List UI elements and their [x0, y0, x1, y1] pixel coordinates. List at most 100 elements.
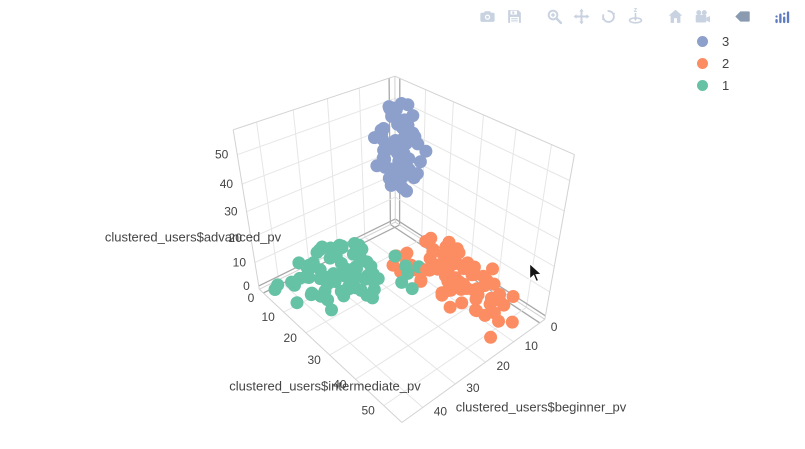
legend-item-3[interactable]: 3 — [697, 30, 729, 52]
scatter-point[interactable] — [478, 279, 491, 293]
scatter-point[interactable] — [506, 290, 520, 303]
scatter-point[interactable] — [398, 159, 412, 172]
legend-item-1[interactable]: 1 — [697, 74, 729, 96]
scatter-point[interactable] — [420, 263, 434, 277]
scatter-point[interactable] — [400, 246, 414, 260]
scatter-point[interactable] — [350, 246, 364, 260]
scatter-point[interactable] — [426, 245, 440, 259]
scatter-point[interactable] — [405, 282, 419, 296]
scatter-point[interactable] — [342, 282, 356, 296]
scatter-point[interactable] — [396, 181, 410, 195]
scatter-point[interactable] — [349, 260, 363, 274]
scatter-point[interactable] — [325, 303, 338, 317]
scatter-point[interactable] — [334, 256, 348, 270]
scatter-point[interactable] — [407, 171, 421, 185]
scatter-point[interactable] — [484, 330, 498, 344]
legend-marker-icon — [697, 35, 708, 47]
scatter-point[interactable] — [450, 242, 464, 256]
tick-label: 30 — [224, 205, 238, 219]
scatter-point[interactable] — [486, 262, 499, 276]
tick-label: 0 — [248, 291, 255, 305]
scatter-point[interactable] — [487, 277, 501, 291]
scatter-point[interactable] — [323, 251, 337, 265]
scatter-point[interactable] — [455, 296, 469, 310]
zoom-3d-button[interactable] — [545, 7, 563, 25]
snapshot-camera-button[interactable] — [478, 7, 496, 25]
scatter-point[interactable] — [487, 306, 501, 320]
scatter-point[interactable] — [390, 146, 404, 160]
scatter-point[interactable] — [413, 155, 427, 169]
scatter-point[interactable] — [505, 315, 519, 329]
reset-camera-last-save-button[interactable] — [693, 7, 711, 25]
scatter-point[interactable] — [414, 274, 428, 288]
scatter-point[interactable] — [347, 271, 360, 284]
scatter-point[interactable] — [395, 97, 408, 110]
scatter-point[interactable] — [328, 275, 342, 288]
plotly-logo-link[interactable] — [773, 7, 791, 25]
gridline — [232, 129, 260, 290]
hover-tag-icon — [734, 10, 750, 22]
scatter-point[interactable] — [452, 275, 466, 289]
toggle-hover-closest-button[interactable] — [733, 7, 751, 25]
tick-label: 20 — [497, 359, 511, 373]
scatter-point[interactable] — [290, 296, 304, 310]
scatter-point[interactable] — [497, 298, 511, 312]
orbit-rotation-button[interactable] — [599, 7, 617, 25]
tick-label: 30 — [466, 381, 480, 395]
tick-label: 40 — [434, 405, 448, 419]
reset-camera-home-button[interactable] — [666, 7, 684, 25]
legend-item-2[interactable]: 2 — [697, 52, 729, 74]
gridline — [525, 144, 552, 308]
turntable-icon: z — [628, 8, 642, 24]
tick-label: 30 — [307, 353, 321, 367]
scatter-point[interactable] — [424, 231, 438, 245]
scatter-point[interactable] — [484, 291, 498, 305]
legend-marker-icon — [697, 79, 708, 91]
scatter-point[interactable] — [444, 283, 458, 297]
scatter-point[interactable] — [302, 271, 316, 284]
scatter-point[interactable] — [400, 117, 414, 131]
legend-label: 3 — [722, 33, 730, 49]
scatter-point[interactable] — [383, 102, 397, 116]
turntable-rotation-button[interactable]: z — [626, 7, 644, 25]
scatter-point[interactable] — [395, 275, 409, 289]
tick-label: 20 — [284, 331, 298, 345]
scatter-point[interactable] — [378, 152, 392, 166]
scatter-point[interactable] — [467, 260, 481, 274]
scatter-point[interactable] — [310, 246, 324, 259]
scatter-point[interactable] — [268, 283, 282, 296]
movie-camera-icon — [695, 9, 710, 22]
scatter-point[interactable] — [443, 300, 457, 314]
gridline — [233, 75, 396, 131]
scatter-point[interactable] — [391, 117, 405, 131]
scatter-point[interactable] — [467, 283, 481, 297]
scatter-point[interactable] — [313, 263, 327, 277]
scatter-point[interactable] — [306, 287, 320, 301]
save-icon — [507, 9, 521, 23]
scatter-point[interactable] — [385, 162, 399, 176]
pan-3d-button[interactable] — [572, 7, 590, 25]
legend: 3 2 1 — [697, 30, 729, 96]
save-button[interactable] — [505, 7, 523, 25]
tick-label: 10 — [261, 310, 275, 324]
tick-label: 50 — [361, 404, 375, 418]
scatter-point[interactable] — [321, 293, 335, 307]
orbit-icon — [601, 9, 615, 23]
zoom-icon — [547, 9, 562, 24]
scatter-point[interactable] — [377, 122, 391, 135]
legend-marker-icon — [697, 57, 708, 69]
scatter-point[interactable] — [399, 131, 413, 144]
scatter-point[interactable] — [300, 261, 314, 275]
gridline — [394, 173, 555, 267]
gridline — [496, 129, 517, 289]
gridline — [394, 124, 565, 212]
scatter-point[interactable] — [431, 262, 444, 276]
tick-label: 0 — [243, 279, 250, 293]
scatter-point[interactable] — [388, 249, 402, 263]
gridline — [254, 196, 396, 263]
scatter-point[interactable] — [366, 267, 380, 281]
scatter-point[interactable] — [288, 278, 301, 292]
gridline — [383, 306, 527, 407]
scatter-point[interactable] — [450, 256, 464, 270]
